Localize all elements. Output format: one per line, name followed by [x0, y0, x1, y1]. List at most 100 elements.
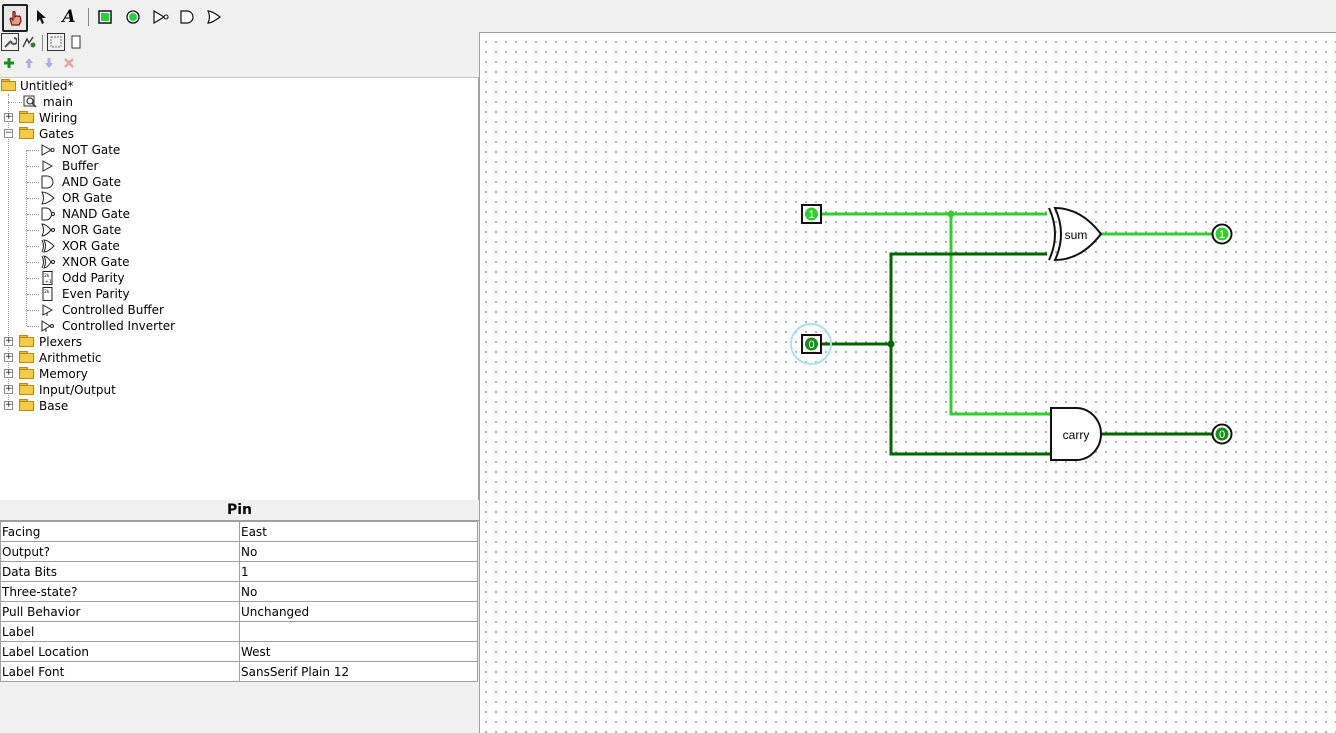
folder-open-icon — [19, 127, 35, 139]
expand-toggle[interactable]: + — [4, 112, 13, 122]
output-pin-carry-value: 0 — [1219, 429, 1225, 441]
tree-root-project[interactable]: Untitled* — [0, 78, 200, 94]
expand-toggle[interactable]: + — [4, 368, 13, 378]
expand-toggle[interactable]: + — [4, 400, 13, 410]
gate-label: NOR Gate — [62, 223, 122, 237]
attribute-value[interactable]: SansSerif Plain 12 — [239, 661, 478, 682]
attribute-key: Three-state? — [0, 581, 240, 602]
add-not-gate-button[interactable] — [150, 6, 172, 28]
expand-toggle[interactable]: + — [4, 336, 13, 346]
toolbox-view-button[interactable] — [1, 33, 19, 51]
tree-item-buffer[interactable]: Buffer — [0, 158, 240, 174]
wire-a-branch-to-and — [949, 214, 1051, 416]
tree-item-not-gate[interactable]: NOT Gate — [0, 142, 240, 158]
attribute-row[interactable]: Data Bits 1 — [0, 561, 478, 582]
tree-item-controlled-buffer[interactable]: Controlled Buffer — [0, 302, 260, 318]
input-pin-b[interactable]: 0 — [801, 334, 822, 354]
select-tool-button[interactable] — [30, 6, 52, 28]
gate-label: Buffer — [62, 159, 99, 173]
attribute-row[interactable]: Label Location West — [0, 641, 478, 662]
attribute-row[interactable]: Label — [0, 621, 478, 642]
attribute-row[interactable]: Three-state? No — [0, 581, 478, 602]
tree-item-and-gate[interactable]: AND Gate — [0, 174, 240, 190]
add-circuit-button[interactable] — [2, 56, 16, 70]
tree-item-nand-gate[interactable]: NAND Gate — [0, 206, 240, 222]
tree-item-even-parity[interactable]: 2k Even Parity — [0, 286, 240, 302]
tree-item-xor-gate[interactable]: XOR Gate — [0, 238, 240, 254]
tree-item-odd-parity[interactable]: 2k +1 Odd Parity — [0, 270, 240, 286]
output-pin-sum[interactable]: 1 — [1211, 223, 1233, 245]
and-gate[interactable]: carry — [1050, 407, 1102, 461]
output-pin-carry[interactable]: 0 — [1211, 423, 1233, 445]
tree-item-main-circuit[interactable]: main — [0, 94, 200, 110]
tree-folder-wiring[interactable]: + Wiring — [0, 110, 200, 126]
attribute-value[interactable]: No — [239, 581, 478, 602]
tree-item-or-gate[interactable]: OR Gate — [0, 190, 240, 206]
junction-a — [947, 210, 955, 218]
attribute-row[interactable]: Output? No — [0, 541, 478, 562]
xor-gate[interactable]: sum — [1048, 206, 1103, 262]
poke-tool-button[interactable] — [2, 4, 28, 32]
simulation-view-button[interactable] — [20, 34, 38, 50]
input-pin-a[interactable]: 1 — [801, 204, 822, 224]
attribute-key: Facing — [0, 521, 240, 542]
expand-toggle[interactable]: + — [4, 384, 13, 394]
attribute-value[interactable]: Unchanged — [239, 601, 478, 622]
attribute-value[interactable]: East — [239, 521, 478, 542]
tree-item-controlled-inverter[interactable]: Controlled Inverter — [0, 318, 260, 334]
attribute-value[interactable]: West — [239, 641, 478, 662]
attribute-row[interactable]: Label Font SansSerif Plain 12 — [0, 661, 478, 682]
svg-text:2k: 2k — [44, 273, 50, 279]
gate-label: AND Gate — [62, 175, 121, 189]
xnor-gate-icon — [41, 255, 55, 269]
folder-icon — [19, 111, 35, 123]
layout-edit-button[interactable] — [47, 33, 65, 51]
expand-toggle[interactable]: + — [4, 352, 13, 362]
collapse-toggle[interactable]: − — [4, 128, 13, 138]
circuit-canvas[interactable]: sum carry 1 0 1 0 — [479, 32, 1336, 733]
gate-label: XOR Gate — [62, 239, 120, 253]
library-label: Base — [39, 399, 69, 413]
tree-item-xnor-gate[interactable]: XNOR Gate — [0, 254, 240, 270]
text-tool-button[interactable]: A — [58, 6, 80, 28]
delete-button[interactable] — [62, 56, 76, 70]
output-pin-sum-value: 1 — [1219, 229, 1225, 241]
add-or-gate-button[interactable] — [203, 6, 225, 28]
add-and-gate-button[interactable] — [176, 6, 198, 28]
tree-folder-plexers[interactable]: + Plexers — [0, 334, 200, 350]
add-input-pin-button[interactable] — [94, 6, 116, 28]
tree-folder-gates[interactable]: − Gates — [0, 126, 200, 142]
or-gate-icon — [207, 10, 222, 24]
attribute-value[interactable]: 1 — [239, 561, 478, 582]
svg-text:2k: 2k — [44, 289, 50, 295]
move-up-button[interactable] — [22, 56, 36, 70]
tree-folder-arithmetic[interactable]: + Arithmetic — [0, 350, 200, 366]
appearance-edit-button[interactable] — [68, 34, 84, 50]
library-label: Plexers — [39, 335, 83, 349]
add-output-pin-button[interactable] — [122, 6, 144, 28]
attribute-value[interactable] — [239, 621, 478, 642]
attribute-row[interactable]: Pull Behavior Unchanged — [0, 601, 478, 622]
even-parity-icon: 2k — [42, 287, 53, 301]
wire-low[interactable] — [821, 252, 1213, 456]
wire-high[interactable] — [821, 212, 1213, 416]
controlled-buffer-icon — [42, 304, 54, 316]
move-down-button[interactable] — [42, 56, 56, 70]
xor-gate-icon — [41, 239, 55, 253]
hand-icon — [9, 10, 22, 26]
input-pin-b-value: 0 — [808, 339, 814, 351]
attribute-table: Facing East Output? No Data Bits 1 Three-st… — [0, 521, 478, 682]
text-tool-icon: A — [62, 7, 76, 27]
arrow-down-icon — [45, 58, 53, 68]
attribute-key: Label Font — [0, 661, 240, 682]
tree-folder-memory[interactable]: + Memory — [0, 366, 200, 382]
sim-tree-icon — [22, 36, 36, 48]
and-gate-icon — [41, 175, 54, 189]
or-gate-icon — [41, 191, 55, 205]
svg-text:+1: +1 — [45, 279, 52, 285]
tree-folder-input-output[interactable]: + Input/Output — [0, 382, 200, 398]
tree-folder-base[interactable]: + Base — [0, 398, 200, 414]
attribute-value[interactable]: No — [239, 541, 478, 562]
attribute-row[interactable]: Facing East — [0, 521, 478, 542]
tree-item-nor-gate[interactable]: NOR Gate — [0, 222, 240, 238]
